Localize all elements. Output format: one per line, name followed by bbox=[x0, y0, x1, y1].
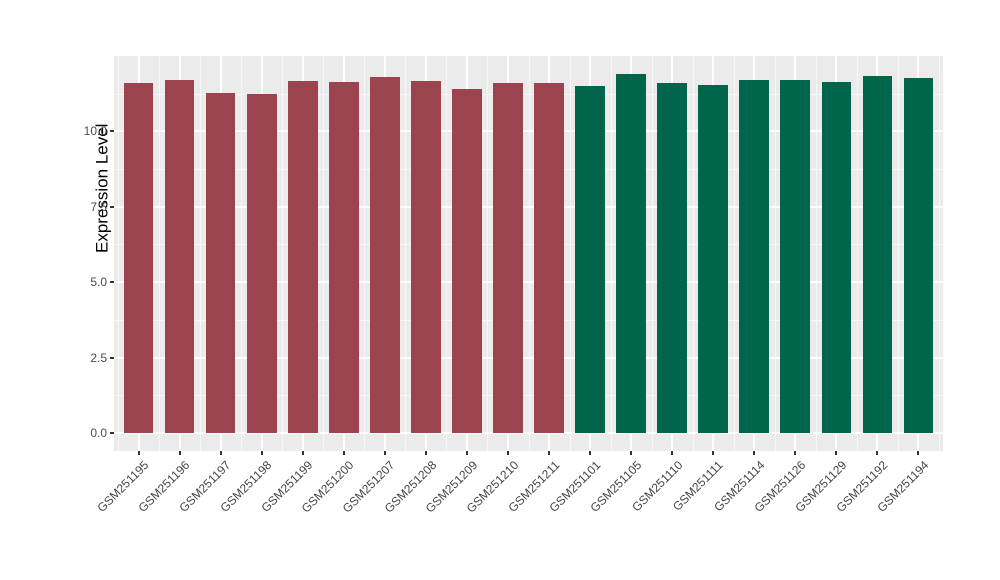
x-tick-mark bbox=[137, 451, 140, 455]
x-tick-mark bbox=[383, 451, 386, 455]
x-tick-mark bbox=[465, 451, 468, 455]
gridline-v-minor bbox=[282, 56, 284, 451]
x-tick-mark bbox=[548, 451, 551, 455]
y-tick-mark bbox=[109, 431, 114, 434]
gridline-v-minor bbox=[815, 56, 817, 451]
bar-GSM251195 bbox=[123, 83, 154, 433]
x-tick-mark bbox=[178, 451, 181, 455]
gridline-v-minor bbox=[856, 56, 858, 451]
bar-GSM251209 bbox=[452, 89, 482, 433]
gridline-v-minor bbox=[241, 56, 243, 451]
x-tick-mark bbox=[835, 451, 838, 455]
bar-GSM251126 bbox=[780, 80, 811, 433]
gridline-v-minor bbox=[733, 56, 735, 451]
x-tick-mark bbox=[301, 451, 304, 455]
gridline-v-minor bbox=[651, 56, 653, 451]
gridline-v-minor bbox=[774, 56, 776, 451]
y-tick-label: 0.0 bbox=[90, 425, 107, 440]
gridline-v-minor bbox=[528, 56, 530, 451]
y-tick-mark bbox=[109, 130, 114, 133]
x-tick-mark bbox=[876, 451, 879, 455]
gridline-v-minor bbox=[487, 56, 489, 451]
bar-GSM251211 bbox=[534, 82, 564, 433]
gridline-v-minor bbox=[569, 56, 571, 451]
gridline-v-minor bbox=[200, 56, 202, 451]
y-tick-label: 7.5 bbox=[90, 199, 107, 214]
gridline-v-minor bbox=[118, 56, 120, 451]
gridline-v-minor bbox=[446, 56, 448, 451]
y-axis-title: Expression Level bbox=[92, 123, 112, 253]
gridline-v-minor bbox=[405, 56, 407, 451]
bar-GSM251129 bbox=[821, 81, 852, 433]
bar-GSM251111 bbox=[698, 84, 728, 433]
bar-GSM251197 bbox=[205, 92, 236, 433]
gridline-v-minor bbox=[323, 56, 325, 451]
bar-GSM251200 bbox=[329, 81, 359, 433]
bar-GSM251110 bbox=[657, 83, 687, 433]
y-tick-label: 5.0 bbox=[90, 275, 107, 290]
x-tick-mark bbox=[506, 451, 509, 455]
bar-GSM251210 bbox=[493, 82, 523, 433]
bar-GSM251208 bbox=[411, 81, 441, 433]
gridline-v-minor bbox=[692, 56, 694, 451]
bar-GSM251105 bbox=[616, 74, 646, 433]
gridline-v-minor bbox=[364, 56, 366, 451]
x-tick-mark bbox=[630, 451, 633, 455]
x-tick-mark bbox=[219, 451, 222, 455]
bar-GSM251101 bbox=[575, 86, 605, 433]
plot-panel bbox=[114, 56, 943, 451]
x-tick-mark bbox=[671, 451, 674, 455]
bar-GSM251196 bbox=[164, 80, 195, 433]
y-tick-mark bbox=[109, 205, 114, 208]
bar-GSM251207 bbox=[370, 77, 400, 433]
y-tick-label: 10.0 bbox=[83, 124, 107, 139]
gridline-v-minor bbox=[897, 56, 899, 451]
gridline-v-minor bbox=[610, 56, 612, 451]
x-tick-mark bbox=[794, 451, 797, 455]
bar-GSM251192 bbox=[862, 75, 893, 433]
x-tick-mark bbox=[424, 451, 427, 455]
x-tick-mark bbox=[712, 451, 715, 455]
gridline-v-minor bbox=[159, 56, 161, 451]
y-tick-mark bbox=[109, 281, 114, 284]
x-tick-mark bbox=[753, 451, 756, 455]
x-tick-mark bbox=[589, 451, 592, 455]
x-tick-mark bbox=[260, 451, 263, 455]
bar-GSM251114 bbox=[739, 80, 769, 433]
x-tick-mark bbox=[342, 451, 345, 455]
bar-GSM251194 bbox=[903, 78, 934, 433]
y-tick-label: 2.5 bbox=[90, 350, 107, 365]
gridline-v-minor bbox=[938, 56, 940, 451]
bar-GSM251199 bbox=[288, 81, 318, 433]
x-tick-mark bbox=[917, 451, 920, 455]
y-tick-mark bbox=[109, 356, 114, 359]
bar-GSM251198 bbox=[246, 93, 277, 433]
